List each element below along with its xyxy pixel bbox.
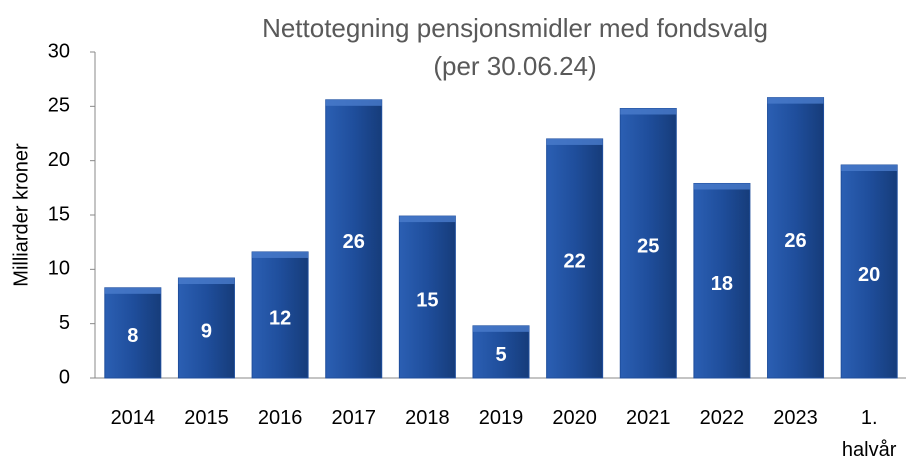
bar-bevel [473, 325, 529, 332]
bar-bevel [693, 183, 750, 190]
bar [767, 97, 825, 379]
bar-bevel [104, 287, 161, 294]
bar [104, 287, 162, 379]
bar-bevel [252, 251, 309, 258]
value-label: 22 [564, 251, 586, 273]
chart-title: Nettotegning pensjonsmidler med fondsval… [262, 13, 768, 43]
bar [177, 277, 235, 379]
x-tick-label: 2019 [478, 407, 524, 429]
x-tick-label: 2022 [699, 407, 745, 429]
x-tick-label: 2021 [626, 407, 671, 429]
bar [619, 108, 677, 379]
bar [325, 99, 383, 379]
bar [251, 251, 309, 379]
x-tick-label: 2016 [257, 407, 303, 429]
bar-bevel [546, 138, 603, 145]
bar-bevel [325, 99, 382, 106]
value-label: 12 [269, 307, 291, 329]
x-tick-label: 2020 [552, 407, 597, 429]
value-label: 15 [416, 289, 438, 311]
y-tick-label: 5 [59, 312, 70, 334]
bar [472, 325, 530, 379]
y-tick-label: 25 [48, 95, 70, 117]
y-axis-label: Milliarder kroner [10, 143, 32, 287]
y-tick-label: 20 [48, 149, 70, 171]
y-tick-label: 0 [59, 366, 70, 388]
bar-bevel [841, 165, 898, 172]
y-tick-label: 15 [48, 203, 70, 225]
x-tick-label: 2023 [773, 407, 818, 429]
value-label: 18 [711, 273, 733, 295]
bar-bevel [178, 278, 235, 285]
value-label: 9 [201, 320, 212, 342]
value-label: 25 [637, 236, 659, 258]
bar-bevel [399, 216, 456, 223]
bar [693, 182, 751, 379]
value-label: 8 [127, 325, 138, 347]
value-label: 26 [784, 230, 806, 252]
bar-bevel [620, 108, 677, 115]
x-tick-label: 2014 [110, 407, 156, 429]
bar [398, 215, 456, 379]
chart-subtitle: (per 30.06.24) [433, 51, 596, 81]
x-tick-label: 2017 [331, 407, 376, 429]
x-tick-label: 1. halvår [841, 407, 897, 460]
value-label: 20 [858, 264, 880, 286]
y-tick-label: 30 [48, 40, 70, 62]
value-label: 5 [495, 344, 506, 366]
y-tick-label: 10 [48, 258, 70, 280]
value-label: 26 [343, 231, 365, 253]
bar-bevel [767, 97, 824, 104]
x-tick-label: 2015 [184, 407, 229, 429]
x-tick-label: 2018 [405, 407, 450, 429]
